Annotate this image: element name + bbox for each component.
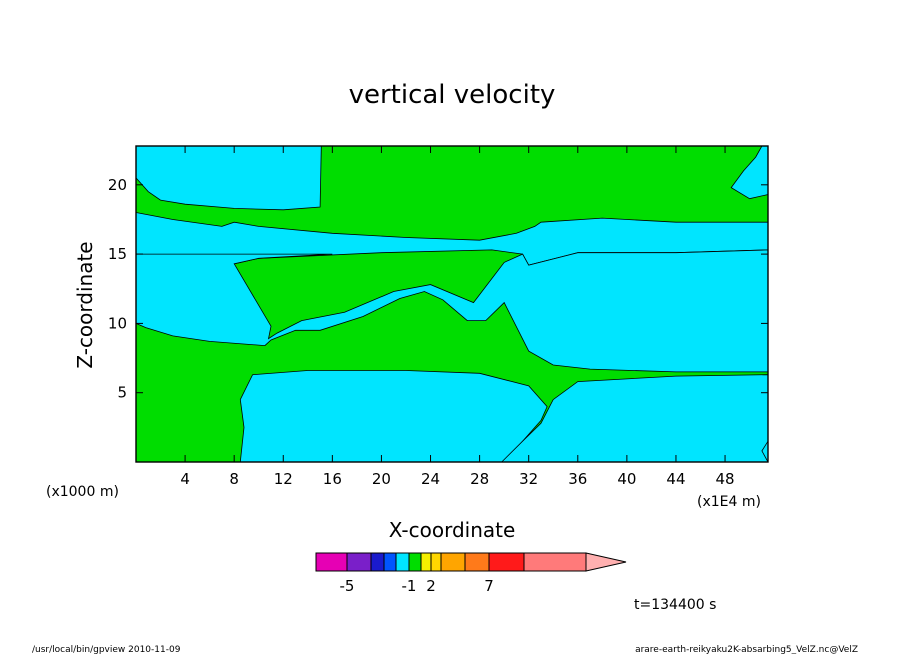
contour-region-4	[239, 370, 548, 463]
colorbar-labels: -5 -1 2 7	[340, 577, 494, 595]
colorbar-segment	[395, 552, 410, 572]
y-axis-ticks: 5 10 15 20	[108, 176, 768, 402]
x-tick-label: 12	[274, 470, 293, 488]
time-label: t=134400 s	[634, 597, 716, 613]
y-tick-label: 20	[108, 176, 127, 194]
x-tick-label: 36	[568, 470, 587, 488]
colorbar-tick-label: 2	[426, 577, 436, 595]
colorbar-segment	[383, 552, 397, 572]
colorbar-arrow	[585, 552, 627, 572]
plot-frame	[135, 145, 769, 463]
x-axis-ticks: 4 8 12 16 20 24 28 32 36 40 44 48	[180, 146, 735, 488]
colorbar-segment	[440, 552, 466, 572]
colorbar-segment	[346, 552, 372, 572]
colorbar-segment	[523, 552, 587, 572]
y-tick-label: 15	[108, 245, 127, 263]
x-scale-note-left: (x1000 m)	[46, 484, 119, 500]
x-tick-label: 28	[470, 470, 489, 488]
x-axis-label: X-coordinate	[389, 518, 516, 542]
colorbar-segment	[488, 552, 525, 572]
y-axis-label: Z-coordinate	[73, 241, 97, 368]
footer-right: arare-earth-reikyaku2K-absarbing5_VelZ.n…	[635, 645, 858, 654]
x-tick-label: 24	[421, 470, 440, 488]
x-tick-label: 32	[519, 470, 538, 488]
colorbar-segment	[420, 552, 432, 572]
colorbar-segment	[408, 552, 422, 572]
footer-left: /usr/local/bin/gpview 2010-11-09	[32, 645, 181, 654]
chart-title: vertical velocity	[349, 80, 556, 110]
y-tick-label: 5	[117, 384, 127, 402]
colorbar-segment	[430, 552, 442, 572]
x-tick-label: 20	[372, 470, 391, 488]
x-tick-label: 4	[180, 470, 190, 488]
y-tick-label: 10	[108, 314, 127, 332]
x-tick-label: 44	[666, 470, 685, 488]
colorbar	[315, 552, 627, 572]
x-tick-label: 48	[716, 470, 735, 488]
colorbar-tick-label: -1	[402, 577, 417, 595]
colorbar-segment	[464, 552, 490, 572]
x-tick-label: 40	[617, 470, 636, 488]
x-tick-label: 8	[229, 470, 239, 488]
contour-region-1	[135, 145, 322, 211]
colorbar-segment	[370, 552, 385, 572]
x-scale-note-right: (x1E4 m)	[697, 494, 761, 510]
contour-field	[135, 145, 769, 463]
colorbar-tick-label: 7	[484, 577, 494, 595]
colorbar-tick-label: -5	[340, 577, 355, 595]
x-tick-label: 16	[323, 470, 342, 488]
colorbar-segment	[315, 552, 348, 572]
